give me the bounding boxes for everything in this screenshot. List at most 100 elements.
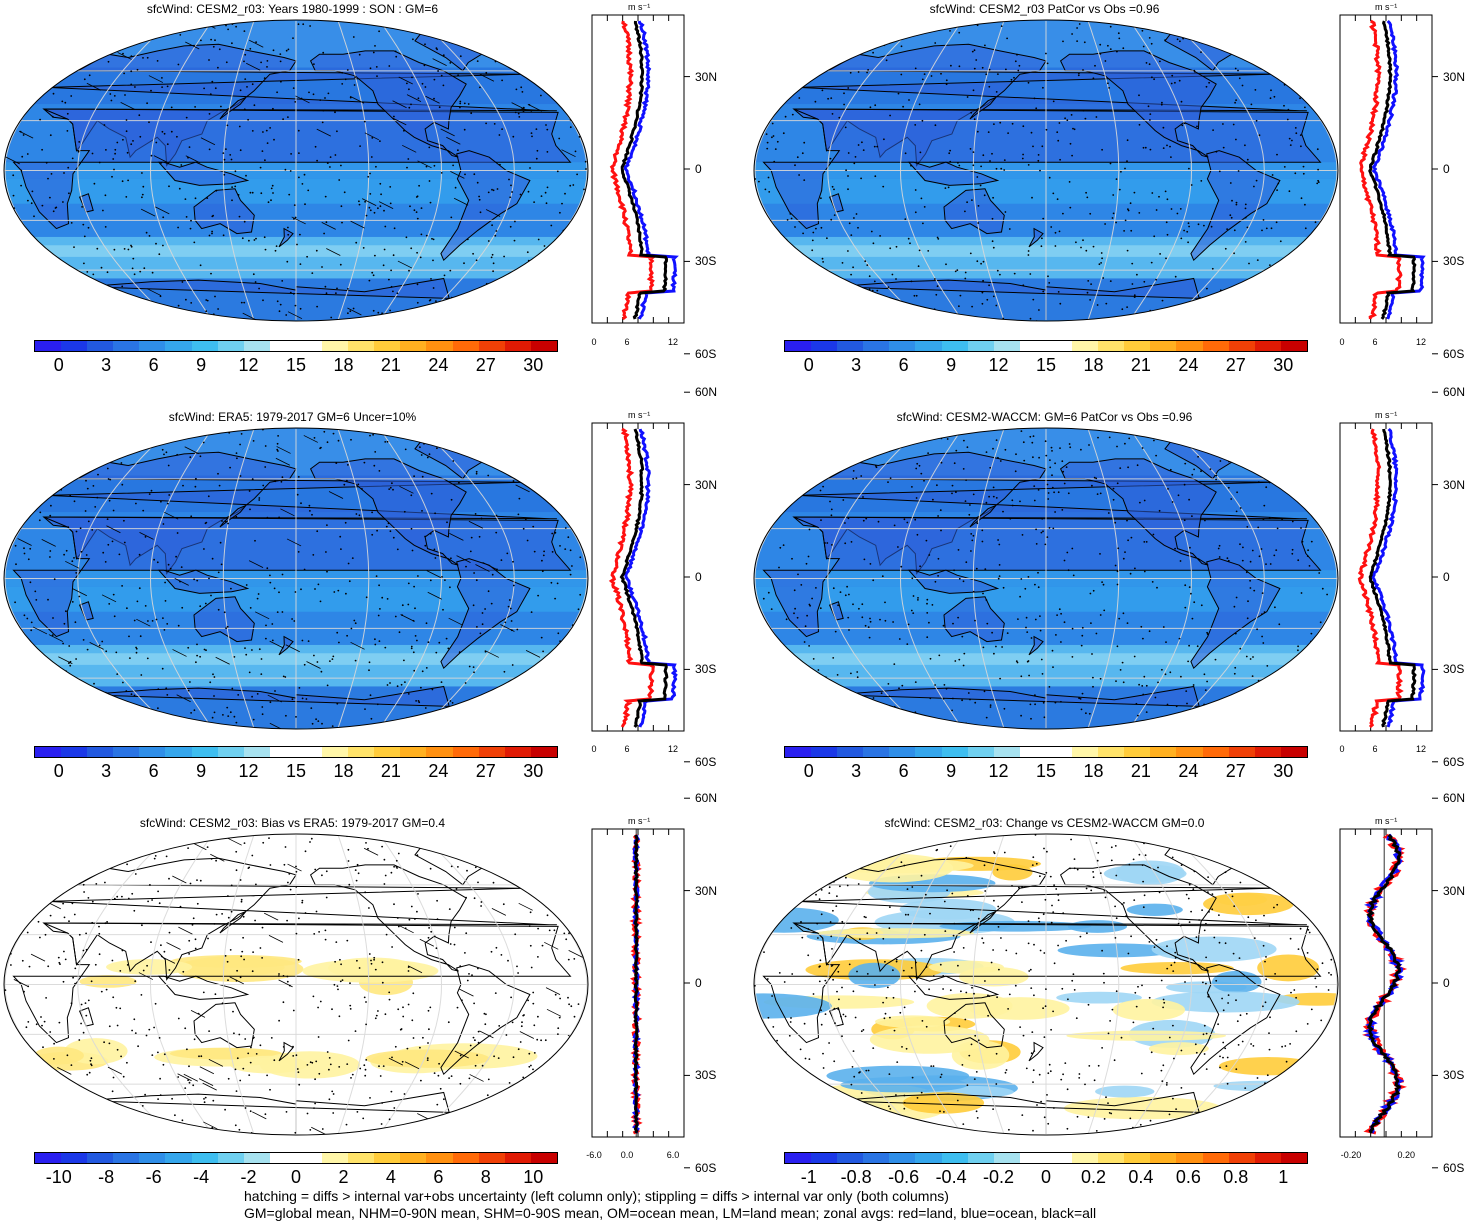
zonal-x-tick-label: 0.20 <box>1397 1150 1415 1160</box>
continent-outline <box>1028 635 1044 656</box>
zonal-svg <box>591 14 690 355</box>
colorbar-swatch <box>191 1153 218 1163</box>
zonal-svg <box>591 391 690 763</box>
zonal-x-tick-label: 12 <box>1415 337 1426 347</box>
lat-tick-label: 30S <box>695 662 717 677</box>
colorbar-tick-label: 21 <box>1130 355 1151 375</box>
colorbar-swatch <box>504 1153 531 1163</box>
anomaly-patch <box>899 898 997 920</box>
colorbar-swatch <box>400 747 427 757</box>
colorbar-swatch <box>530 747 557 757</box>
lat-tick-label: 0 <box>1443 570 1450 584</box>
colorbar-tick-label: 6 <box>148 355 159 375</box>
units-label: m s⁻¹ <box>1375 2 1398 12</box>
lat-tick-label: 30N <box>695 477 718 492</box>
footer-note-hatching: hatching = diffs > internal var+obs unce… <box>244 1188 949 1204</box>
colorbar-tick-label: 0 <box>803 355 814 375</box>
colorbar-swatch <box>1150 1153 1177 1163</box>
zonal-mean-plot <box>1339 797 1438 1169</box>
lat-tick-label: 30S <box>1443 1068 1465 1083</box>
colorbar-swatch <box>452 341 479 351</box>
colorbar-swatch <box>113 1153 140 1163</box>
world-map <box>752 832 1340 1137</box>
zonal-x-tick-label: 12 <box>667 337 678 347</box>
colorbar-tick-label: 6 <box>433 1167 444 1187</box>
lat-tick-label: 0 <box>1443 976 1450 990</box>
world-map <box>752 426 1340 731</box>
colorbar-tick-label: 12 <box>988 355 1009 375</box>
anomaly-patch <box>1257 954 1320 982</box>
colorbar-swatch <box>811 1153 838 1163</box>
world-map <box>2 832 590 1137</box>
colorbar-swatch <box>1176 1153 1203 1163</box>
continent-outline <box>1028 227 1044 248</box>
map-svg <box>3 833 589 1136</box>
colorbar-tick-label: 21 <box>380 761 401 781</box>
colorbar-swatch <box>863 747 890 757</box>
colorbar-swatch <box>478 747 505 757</box>
colorbar-tick-label: 21 <box>380 355 401 375</box>
colorbar-swatch <box>1098 1153 1125 1163</box>
colorbar-swatch <box>993 1153 1020 1163</box>
colorbar-swatch <box>1176 341 1203 351</box>
zonal-all-line <box>1368 428 1417 728</box>
colorbar-swatch <box>1228 341 1255 351</box>
colorbar-swatch <box>217 341 244 351</box>
lat-tick-label: 30S <box>1443 254 1465 269</box>
colorbar-swatch <box>113 341 140 351</box>
continent-outline <box>309 864 467 972</box>
panel-title: sfcWind: CESM2_r03 PatCor vs Obs =0.96 <box>929 2 1160 16</box>
continent-outline <box>157 975 250 1000</box>
colorbar-swatch <box>941 747 968 757</box>
colorbar-swatch <box>452 747 479 757</box>
colorbar-swatch <box>452 1153 479 1163</box>
colorbar-tick-label: 0.6 <box>1175 1167 1201 1187</box>
colorbar-tick-label: 18 <box>333 761 354 781</box>
hatching <box>17 435 588 729</box>
colorbar-tick-label: 0 <box>290 1167 302 1187</box>
colorbar-tick-label: 0 <box>53 761 64 781</box>
continent-outline <box>309 50 467 158</box>
colorbar <box>34 1152 558 1164</box>
colorbar-tick-label: 27 <box>475 355 496 375</box>
colorbar-swatch <box>295 1153 323 1163</box>
lat-tick-label: 60N <box>695 791 718 806</box>
map-svg <box>3 427 589 730</box>
anomaly-patch <box>1112 998 1186 1021</box>
zonal-x-tick-label: -0.20 <box>1340 1150 1362 1160</box>
colorbar-tick-label: 0 <box>1040 1167 1052 1187</box>
colorbar-swatch <box>191 747 218 757</box>
colorbar-swatch <box>426 1153 453 1163</box>
lat-tick-label: 0 <box>695 570 702 584</box>
colorbar-swatch <box>993 341 1020 351</box>
colorbar-swatch <box>1019 1153 1046 1163</box>
lat-tick-label: 30N <box>695 883 718 898</box>
colorbar-swatch <box>1019 747 1046 757</box>
zonal-land-line <box>1357 428 1404 729</box>
colorbar-swatch <box>1098 341 1125 351</box>
colorbar-tick-label: 30 <box>523 761 544 781</box>
colorbar-tick-label: -4 <box>193 1167 210 1187</box>
colorbar-swatch <box>889 1153 916 1163</box>
colorbar-swatch <box>837 341 864 351</box>
zonal-land-line <box>1359 19 1403 320</box>
panel-title: sfcWind: CESM2_r03: Change vs CESM2-WACC… <box>884 816 1205 830</box>
colorbar-tick-label: 9 <box>946 355 957 375</box>
colorbar-tick-label: -0.6 <box>888 1167 920 1187</box>
colorbar-swatch <box>863 1153 890 1163</box>
colorbar-swatch <box>165 1153 192 1163</box>
colorbar-tick-label: 15 <box>285 355 307 375</box>
anomaly-patch <box>1151 991 1300 1013</box>
colorbar-swatch <box>426 747 453 757</box>
colorbar-swatch <box>35 747 62 757</box>
zonal-land-line <box>609 20 658 321</box>
colorbar-swatch <box>374 1153 401 1163</box>
zonal-ocean-line <box>623 20 679 320</box>
colorbar-swatch <box>139 747 166 757</box>
colorbar-swatch <box>1254 1153 1281 1163</box>
colorbar-swatch <box>426 341 453 351</box>
zonal-all-line <box>633 834 639 1134</box>
units-label: m s⁻¹ <box>628 2 651 12</box>
colorbar-swatch <box>165 341 192 351</box>
colorbar-swatch <box>348 747 375 757</box>
